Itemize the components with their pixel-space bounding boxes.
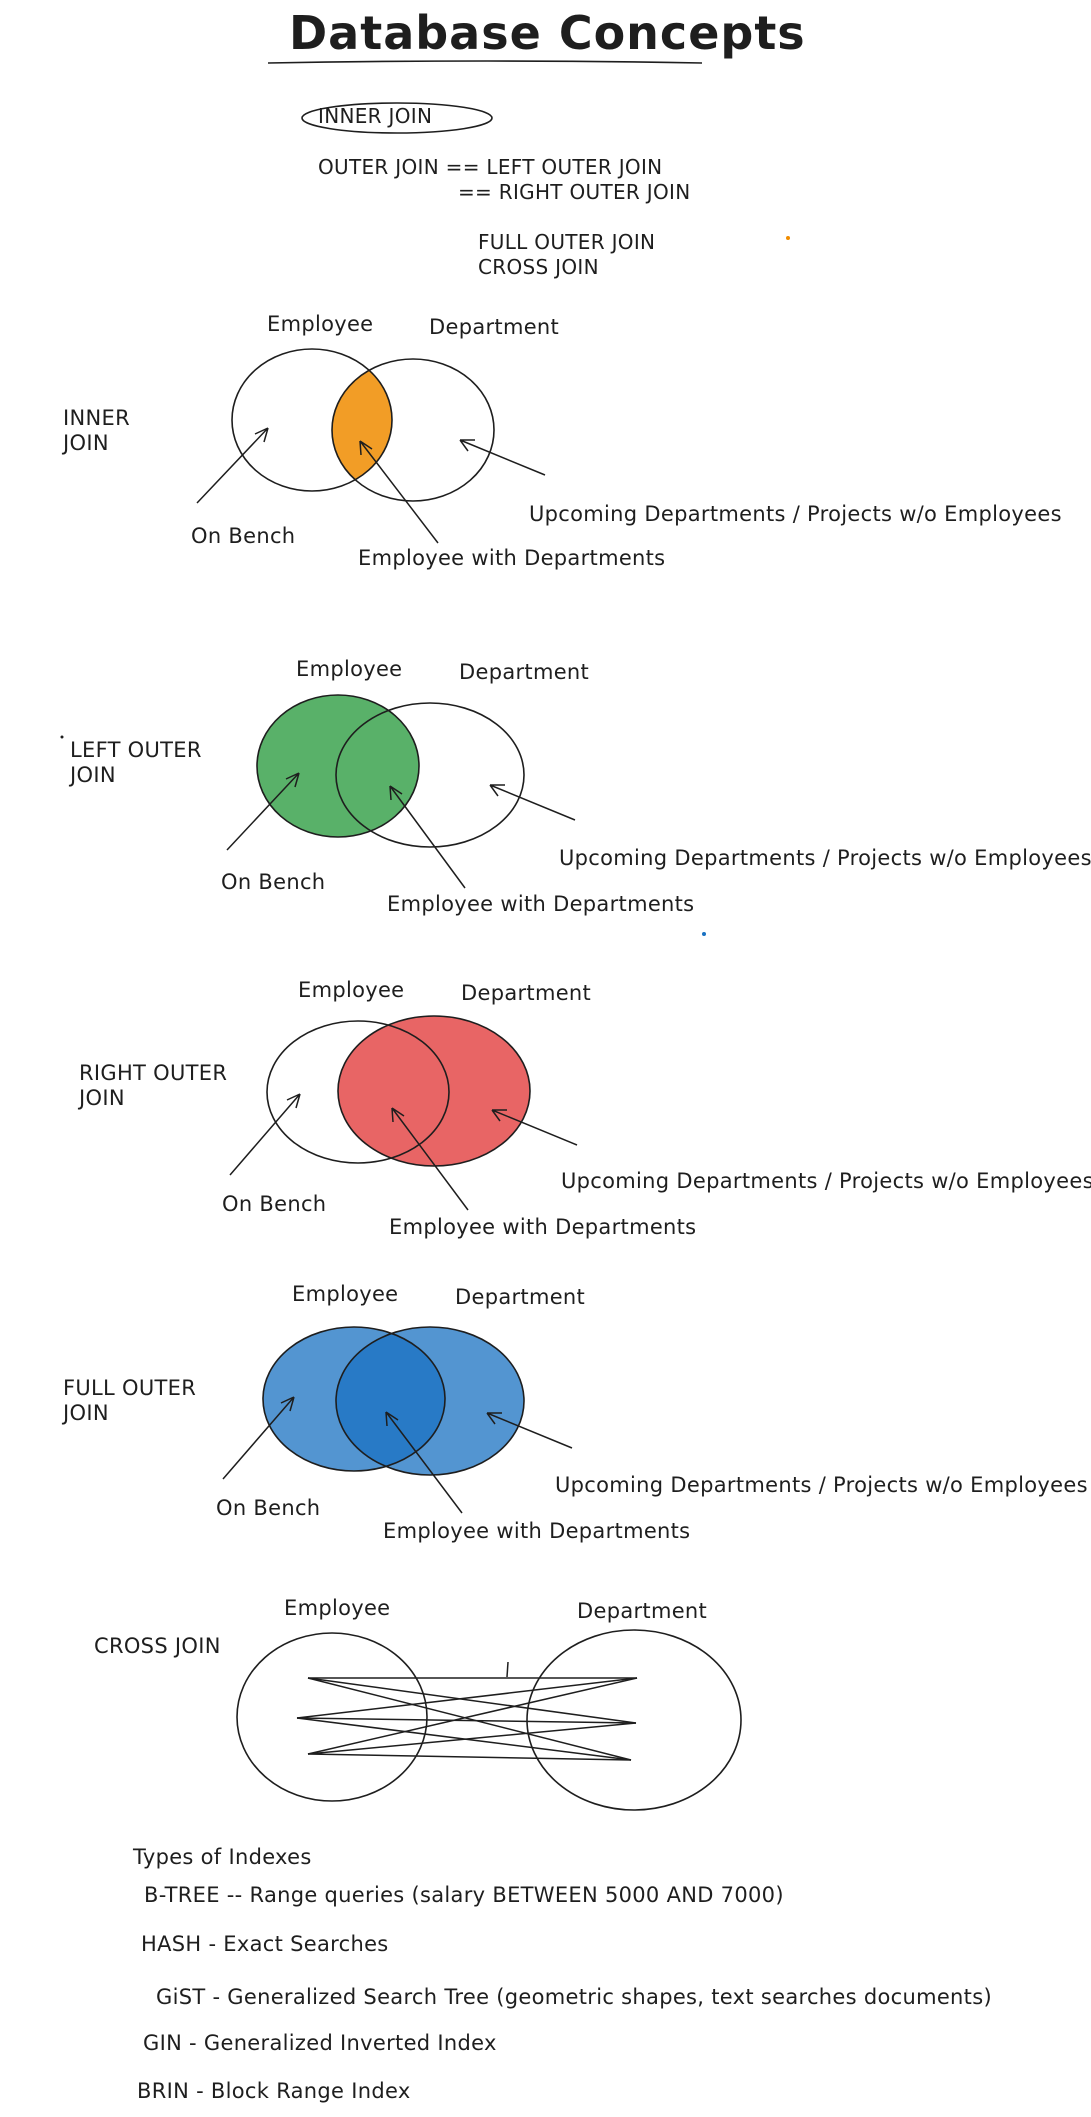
overview-inner-join: INNER JOIN — [318, 104, 433, 128]
index-gin: GIN - Generalized Inverted Index — [143, 2031, 497, 2055]
arrow-on-bench — [226, 772, 300, 851]
index-btree: B-TREE -- Range queries (salary BETWEEN … — [144, 1883, 784, 1907]
department-label: Department — [577, 1599, 708, 1623]
employee-circle — [256, 694, 420, 838]
fill-area — [257, 695, 419, 837]
arrow-on-bench — [222, 1396, 295, 1480]
with-departments-label: Employee with Departments — [383, 1519, 691, 1543]
on-bench-label: On Bench — [221, 870, 326, 894]
arrow-with-departments — [385, 1411, 463, 1514]
employee-label: Employee — [296, 657, 403, 681]
employee-label: Employee — [284, 1596, 391, 1620]
index-brin: BRIN - Block Range Index — [137, 2079, 411, 2103]
overview-cross-join: CROSS JOIN — [478, 255, 599, 279]
left-outer-join-label-2: JOIN — [70, 763, 116, 787]
arrow-upcoming — [489, 784, 576, 821]
on-bench-label: On Bench — [222, 1192, 327, 1216]
stray-dot — [786, 236, 790, 240]
arrow-on-bench — [229, 1093, 301, 1176]
stray-dot — [60, 735, 64, 739]
full-outer-join-label-2: JOIN — [63, 1401, 109, 1425]
left-outer-join-label: LEFT OUTER — [70, 738, 202, 762]
employee-label: Employee — [267, 312, 374, 336]
overview-full-outer-join: FULL OUTER JOIN — [478, 230, 656, 254]
arrow-with-departments — [359, 440, 439, 544]
department-label: Department — [455, 1285, 586, 1309]
arrow-upcoming — [459, 439, 546, 476]
department-label: Department — [461, 981, 592, 1005]
upcoming-label: Upcoming Departments / Projects w/o Empl… — [561, 1169, 1091, 1193]
upcoming-label: Upcoming Departments / Projects w/o Empl… — [555, 1473, 1088, 1497]
department-label: Department — [459, 660, 590, 684]
fill-area — [338, 1016, 530, 1166]
employee-circle — [262, 1326, 446, 1472]
with-departments-label: Employee with Departments — [387, 892, 695, 916]
cross-join-diagram — [236, 1629, 742, 1811]
employee-label: Employee — [298, 978, 405, 1002]
arrow-with-departments — [391, 1107, 469, 1211]
fill-area — [336, 1327, 524, 1475]
right-outer-join-label-2: JOIN — [79, 1086, 125, 1110]
index-gist: GiST - Generalized Search Tree (geometri… — [156, 1985, 992, 2009]
arrow-on-bench — [196, 427, 269, 504]
department-circle — [337, 1015, 531, 1167]
overview-right-outer-join: == RIGHT OUTER JOIN — [458, 180, 691, 204]
department-label: Department — [429, 315, 560, 339]
page-title: Database Concepts — [289, 6, 806, 60]
stray-dot — [702, 932, 706, 936]
indexes-heading: Types of Indexes — [133, 1845, 312, 1869]
department-circle — [335, 702, 525, 848]
arrow-upcoming — [486, 1412, 573, 1449]
inner-join-label: INNER — [63, 406, 130, 430]
with-departments-label: Employee with Departments — [389, 1215, 697, 1239]
employee-circle — [231, 348, 393, 492]
inner-join-label-2: JOIN — [63, 431, 109, 455]
right-outer-join-label: RIGHT OUTER — [79, 1061, 228, 1085]
inner-join-venn — [196, 348, 546, 544]
cross-join-lines — [296, 1661, 638, 1761]
upcoming-label: Upcoming Departments / Projects w/o Empl… — [529, 502, 1062, 526]
arrow-with-departments — [389, 785, 466, 889]
cross-join-label: CROSS JOIN — [94, 1634, 221, 1658]
overview-outer-join: OUTER JOIN == LEFT OUTER JOIN — [318, 155, 663, 179]
on-bench-label: On Bench — [216, 1496, 321, 1520]
department-circle — [526, 1629, 742, 1811]
upcoming-label: Upcoming Departments / Projects w/o Empl… — [559, 846, 1091, 870]
employee-label: Employee — [292, 1282, 399, 1306]
left-outer-join-venn — [226, 694, 576, 889]
full-outer-join-label: FULL OUTER — [63, 1376, 197, 1400]
on-bench-label: On Bench — [191, 524, 296, 548]
title-underline — [267, 60, 703, 64]
index-hash: HASH - Exact Searches — [141, 1932, 389, 1956]
employee-circle — [236, 1632, 428, 1802]
full-outer-join-venn — [222, 1326, 573, 1514]
inner-join-oval — [301, 102, 493, 134]
department-circle — [335, 1326, 525, 1476]
with-departments-label: Employee with Departments — [358, 546, 666, 570]
department-circle — [331, 358, 495, 502]
right-outer-join-venn — [229, 1015, 578, 1211]
employee-circle — [266, 1020, 450, 1164]
arrow-upcoming — [491, 1109, 578, 1146]
